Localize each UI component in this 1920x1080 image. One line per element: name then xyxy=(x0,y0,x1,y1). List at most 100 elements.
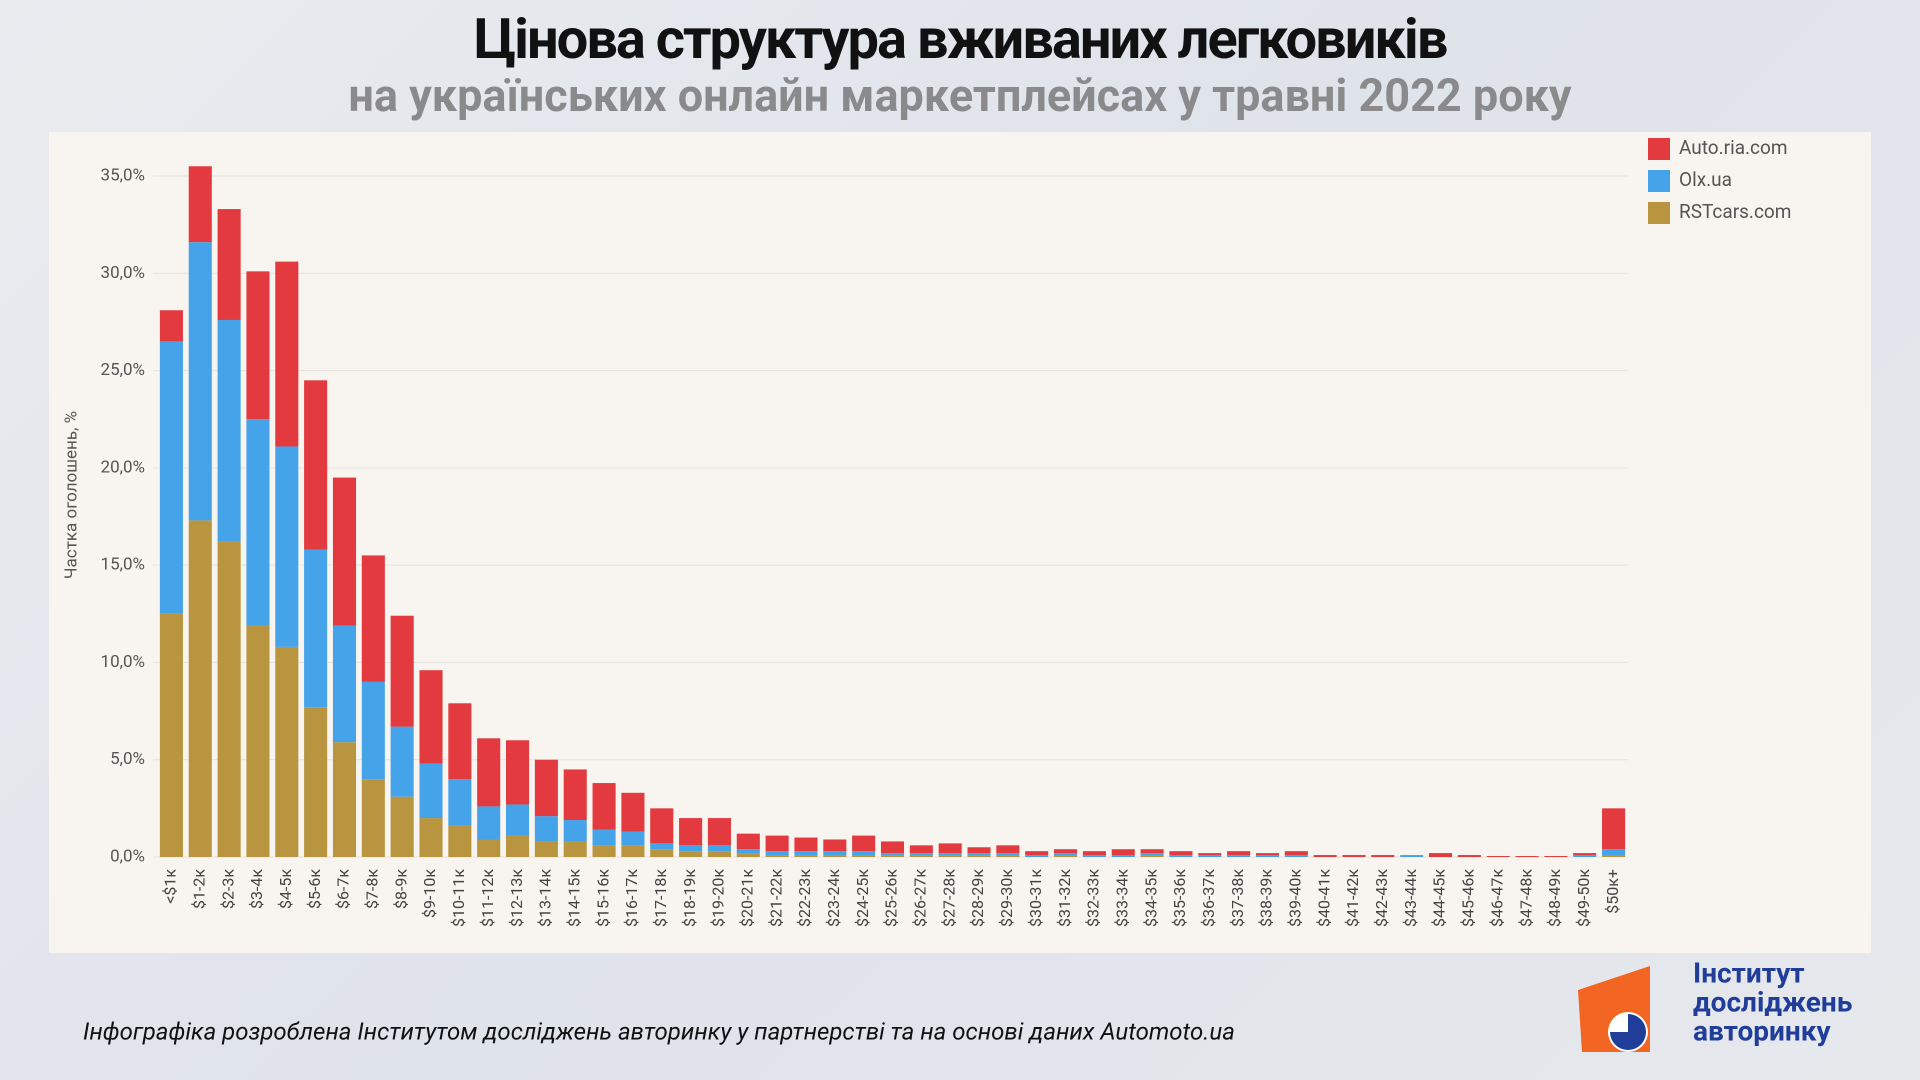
bar-segment xyxy=(1054,849,1078,854)
bar-segment xyxy=(1457,855,1481,857)
bar-segment xyxy=(967,855,991,857)
x-tick-label: $48-49к xyxy=(1545,869,1564,927)
x-tick-label: $16-17к xyxy=(622,869,641,927)
x-tick-label: $50к+ xyxy=(1603,869,1622,914)
legend-swatch xyxy=(1648,170,1670,192)
bar-segment xyxy=(765,855,789,857)
x-tick-label: $29-30к xyxy=(997,869,1016,927)
bar-segment xyxy=(246,271,270,420)
bar-segment xyxy=(188,166,212,243)
bar-segment xyxy=(1025,855,1049,857)
x-tick-label: $35-36к xyxy=(1170,869,1189,927)
bar-segment xyxy=(736,853,760,857)
y-tick-label: 10,0% xyxy=(101,652,145,672)
bar-segment xyxy=(563,820,587,842)
bar-segment xyxy=(736,849,760,854)
bar-segment xyxy=(1025,851,1049,856)
x-tick-label: $36-37к xyxy=(1199,869,1218,927)
bar-segment xyxy=(1400,855,1424,857)
bar-segment xyxy=(679,818,703,846)
bar-segment xyxy=(477,839,501,857)
bar-segment xyxy=(679,845,703,852)
bar-segment xyxy=(477,806,501,840)
bar-segment xyxy=(1602,808,1626,850)
bar-segment xyxy=(707,818,731,846)
bar-segment xyxy=(159,341,183,614)
bar-segment xyxy=(1255,855,1279,857)
bar-segment xyxy=(852,855,876,857)
bar-segment xyxy=(1169,855,1193,857)
chart-title: Цінова структура вживаних легковиків xyxy=(474,6,1447,72)
bar-segment xyxy=(621,845,645,857)
y-tick-label: 30,0% xyxy=(101,263,145,283)
y-axis-label: Частка оголошень, % xyxy=(61,411,81,579)
x-tick-label: $18-19к xyxy=(680,869,699,927)
bar-segment xyxy=(823,839,847,852)
bar-segment xyxy=(592,783,616,830)
x-tick-label: $47-48к xyxy=(1516,869,1535,927)
bar-segment xyxy=(534,816,558,842)
bar-segment xyxy=(1227,851,1251,856)
bar-segment xyxy=(159,310,183,342)
bar-segment xyxy=(332,477,357,626)
bar-segment xyxy=(1515,856,1539,857)
x-tick-label: $2-3к xyxy=(218,869,237,909)
bar-segment xyxy=(794,851,818,856)
bar-segment xyxy=(1140,849,1164,854)
bar-segment xyxy=(938,855,962,857)
x-tick-label: $3-4к xyxy=(247,869,266,909)
bar-segment xyxy=(592,845,616,857)
bar-segment xyxy=(1602,855,1626,857)
bar-segment xyxy=(765,835,789,852)
legend-label: Auto.ria.com xyxy=(1679,136,1788,159)
x-tick-label: $17-18к xyxy=(651,869,670,927)
x-tick-label: $41-42к xyxy=(1343,869,1362,927)
footer: Інфографіка розроблена Інститутом дослід… xyxy=(83,1017,1235,1045)
bar-segment xyxy=(967,847,991,854)
bar-segment xyxy=(304,707,328,857)
bar-segment xyxy=(621,831,645,846)
bar-segment xyxy=(1486,856,1510,857)
chart-subtitle: на українських онлайн маркетплейсах у тр… xyxy=(348,69,1572,122)
logo-text: авторинку xyxy=(1693,1014,1831,1047)
bar-segment xyxy=(217,319,241,542)
bar-segment xyxy=(823,855,847,857)
bar-segment xyxy=(880,841,905,854)
y-tick-label: 20,0% xyxy=(101,457,145,477)
bar-segment xyxy=(852,835,876,852)
x-tick-label: $10-11к xyxy=(449,869,468,927)
bar-segment xyxy=(246,419,270,626)
bar-segment xyxy=(534,841,558,857)
x-tick-label: $23-24к xyxy=(824,869,843,927)
bar-segment xyxy=(448,703,472,780)
bar-segment xyxy=(506,804,530,836)
y-tick-label: 25,0% xyxy=(101,360,145,380)
x-tick-label: $6-7к xyxy=(334,869,353,909)
bar-segment xyxy=(650,843,674,850)
bar-segment xyxy=(650,849,674,857)
x-tick-label: $28-29к xyxy=(968,869,987,927)
bar-segment xyxy=(448,779,472,826)
bar-segment xyxy=(707,845,731,852)
x-tick-label: $8-9к xyxy=(391,869,410,909)
x-tick-label: $22-23к xyxy=(795,869,814,927)
bar-segment xyxy=(880,853,905,856)
x-tick-label: $15-16к xyxy=(593,869,612,927)
x-tick-label: $21-22к xyxy=(766,869,785,927)
x-tick-label: $27-28к xyxy=(939,869,958,927)
bar-segment xyxy=(996,855,1020,857)
x-tick-label: $1-2к xyxy=(189,869,208,909)
bar-segment xyxy=(390,615,414,727)
x-tick-label: $49-50к xyxy=(1574,869,1593,927)
x-tick-label: $12-13к xyxy=(507,869,526,927)
bar-segment xyxy=(938,843,962,854)
x-tick-label: $44-45к xyxy=(1430,869,1449,927)
x-tick-label: $30-31к xyxy=(1026,869,1045,927)
bar-segment xyxy=(938,853,962,856)
bar-segment xyxy=(1544,856,1568,857)
x-tick-label: $40-41к xyxy=(1314,869,1333,927)
x-tick-label: $31-32к xyxy=(1055,869,1074,927)
bar-segment xyxy=(1111,855,1135,857)
bar-segment xyxy=(390,726,414,797)
